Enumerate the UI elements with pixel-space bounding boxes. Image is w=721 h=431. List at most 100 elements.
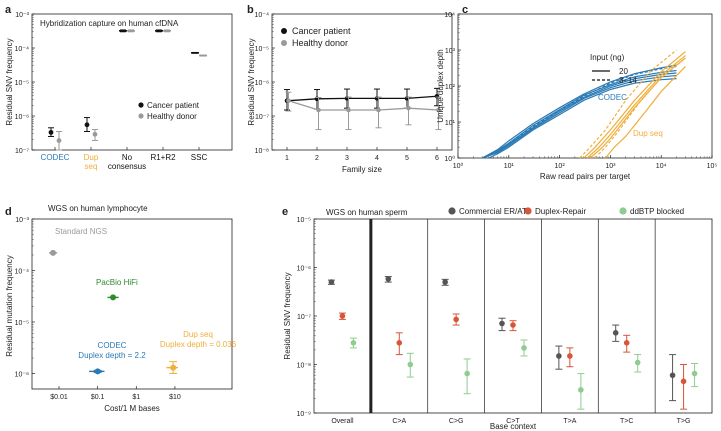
data-point-e (328, 279, 335, 285)
c-xtick-label: 10⁴ (656, 163, 667, 170)
c-ytick-label: 10¹ (445, 120, 456, 127)
legend-label-c: 8–14 (619, 76, 637, 85)
data-point-e (499, 320, 505, 327)
c-ytick-label: 10³ (445, 48, 456, 55)
data-point-a (48, 129, 54, 135)
x-axis-label-b: Family size (342, 165, 383, 174)
panel-label-d: d (5, 206, 12, 218)
codec-curve (482, 72, 677, 159)
legend-label-e: ddBTP blocked (630, 207, 684, 216)
legend-marker-e (524, 207, 532, 215)
b-ytick-label: 10⁻⁵ (255, 46, 269, 53)
y-axis-label-e: Residual SNV frequency (283, 272, 292, 359)
point-label-d: CODEC (98, 341, 127, 350)
d-ytick-label: 10⁻³ (15, 217, 29, 224)
legend-marker-a (138, 113, 144, 119)
category-label-e: C>G (449, 418, 464, 425)
legend-label-b: Cancer patient (292, 26, 351, 36)
panel-e: e WGS on human sperm Residual SNV frequenc… (282, 206, 713, 431)
b-xtick-label: 6 (435, 155, 439, 162)
data-point-e (556, 353, 562, 359)
a-ytick-label: 10⁻³ (15, 12, 29, 19)
data-point-e (612, 330, 619, 336)
legend-label-e: Commercial ER/AT (459, 207, 527, 216)
c-ytick-label: 10² (445, 84, 456, 91)
data-point-e (680, 378, 687, 385)
dupseq-curve (605, 65, 686, 159)
panel-b: b Residual SNV frequency Family size 10⁻⁸ 10… (247, 4, 453, 174)
category-label-e: C>A (392, 418, 406, 425)
d-ytick-label: 10⁻⁴ (15, 268, 30, 275)
data-point-d (94, 368, 101, 375)
category-label-a: No (122, 153, 133, 162)
legend-marker-b (281, 28, 287, 34)
annotation-dupseq: Dup seq (633, 129, 663, 138)
series-line-b (288, 100, 439, 111)
data-point-b (346, 107, 351, 113)
b-ytick-label: 10⁻⁷ (255, 114, 269, 121)
point-label-d: PacBio HiFi (96, 278, 138, 287)
category-label-e: T>G (677, 418, 691, 425)
b-ytick-label: 10⁻⁴ (255, 12, 270, 19)
data-point-b (286, 98, 291, 104)
chart-title-a: Hybridization capture on human cfDNA (40, 19, 179, 28)
dupseq-curve (583, 51, 686, 159)
plot-area-e (313, 218, 713, 414)
d-ytick-label: 10⁻⁶ (15, 371, 29, 378)
data-point-e (567, 353, 573, 359)
point-label-d: Dup seq (183, 330, 213, 339)
y-axis-label-b: Residual SNV frequency (247, 38, 256, 125)
data-point-e (691, 370, 698, 377)
a-ytick-label: 10⁻⁷ (15, 148, 29, 155)
panel-d: d WGS on human lymphocyte Residual mutatio… (5, 204, 237, 413)
codec-curve (481, 64, 677, 159)
data-point-e (578, 387, 584, 393)
data-point-e (453, 316, 459, 323)
legend-label-b: Healthy donor (292, 38, 348, 48)
legend-label-a: Healthy donor (147, 112, 197, 121)
category-label-a: consensus (108, 162, 146, 171)
data-point-b (376, 107, 381, 113)
a-ytick-label: 10⁻⁴ (15, 46, 30, 53)
e-ytick-label: 10⁻⁹ (297, 411, 311, 418)
data-point-d (110, 294, 117, 301)
annotation-codec: CODEC (598, 93, 627, 102)
b-ytick-label: 10⁻⁸ (255, 148, 269, 155)
category-label-e: C>T (506, 418, 520, 425)
data-point-e (442, 279, 448, 285)
legend-label-e: Duplex-Repair (535, 207, 586, 216)
e-ytick-label: 10⁻⁶ (297, 266, 311, 273)
y-axis-label-a: Residual SNV frequency (5, 38, 14, 125)
data-point-e (350, 340, 357, 346)
point-label-d: Standard NGS (55, 227, 107, 236)
d-xtick-label: $10 (169, 394, 181, 401)
data-point-b (316, 107, 321, 113)
panel-label-e: e (282, 206, 288, 218)
panel-label-a: a (5, 4, 12, 16)
category-label-e: T>A (563, 418, 576, 425)
plot-area-a (31, 13, 233, 151)
e-ytick-label: 10⁻⁸ (297, 363, 311, 370)
e-ytick-label: 10⁻⁵ (297, 217, 311, 224)
c-ytick-label: 10⁴ (444, 12, 455, 19)
c-xtick-label: 10⁰ (453, 162, 464, 170)
c-xtick-label: 10¹ (504, 163, 515, 170)
category-label-e: T>C (620, 418, 633, 425)
category-label-a: Dup (84, 153, 99, 162)
category-label-a: SSC (191, 153, 208, 162)
c-xtick-label: 10⁵ (707, 163, 718, 170)
dupseq-curve (586, 55, 686, 159)
data-point-e (623, 340, 630, 346)
data-point-b (406, 105, 411, 111)
b-xtick-label: 1 (285, 155, 289, 162)
data-point-a (56, 138, 62, 143)
legend-marker-b (281, 40, 287, 46)
dupseq-curve (589, 57, 686, 159)
point-label-d: Duplex depth = 2.2 (78, 351, 146, 360)
b-xtick-label: 4 (375, 155, 379, 162)
legend-label-c: 20 (619, 67, 628, 76)
data-point-e (396, 340, 403, 346)
e-ytick-label: 10⁻⁷ (297, 314, 311, 321)
data-point-b (436, 107, 441, 113)
plot-area-c (457, 13, 713, 159)
